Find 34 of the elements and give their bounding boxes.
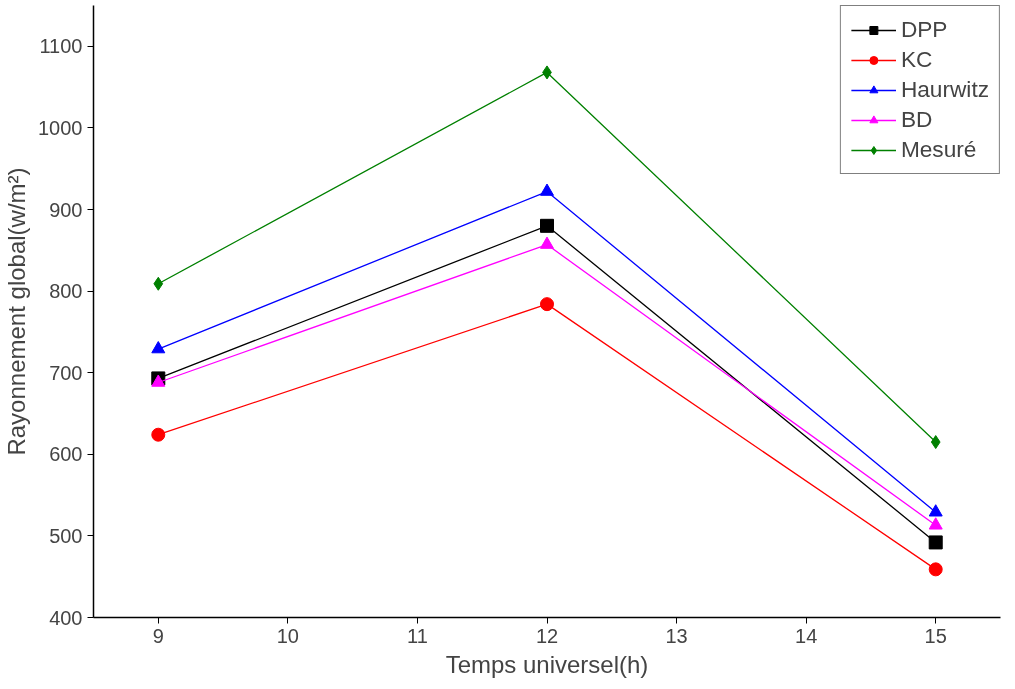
x-tick-label: 9 <box>152 624 164 647</box>
x-tick-label: 12 <box>535 624 559 647</box>
y-axis-title: Rayonnement global(w/m²) <box>3 167 31 456</box>
legend-label: Haurwitz <box>900 76 989 103</box>
point <box>540 218 554 233</box>
x-tick-label: 13 <box>665 624 688 647</box>
point <box>151 427 166 442</box>
x-tick-label: 15 <box>924 624 947 647</box>
point <box>930 435 941 450</box>
point <box>928 535 943 550</box>
x-axis-title: Temps universel(h) <box>445 650 649 678</box>
point <box>540 297 554 312</box>
point <box>928 562 943 577</box>
point <box>151 341 166 354</box>
x-tick-label: 10 <box>276 624 299 647</box>
y-tick-label: 1000 <box>38 116 83 139</box>
point <box>153 276 164 291</box>
point <box>928 504 943 517</box>
y-tick-label: 700 <box>49 361 83 384</box>
y-tick-label: 1100 <box>39 35 83 58</box>
legend-label: KC <box>900 46 933 73</box>
y-tick-label: 600 <box>49 443 83 466</box>
legend-label: BD <box>900 106 933 133</box>
legend-label: Mesuré <box>900 136 977 163</box>
point <box>540 236 554 249</box>
point <box>928 517 943 530</box>
y-tick-label: 800 <box>49 280 83 303</box>
legend-label: DPP <box>900 16 948 43</box>
y-tick-label: 500 <box>49 524 83 547</box>
x-tick-label: 11 <box>407 624 428 647</box>
y-tick-label: 900 <box>49 198 83 221</box>
x-tick-label: 14 <box>795 624 818 647</box>
point <box>540 183 554 196</box>
y-tick-label: 400 <box>49 606 83 629</box>
